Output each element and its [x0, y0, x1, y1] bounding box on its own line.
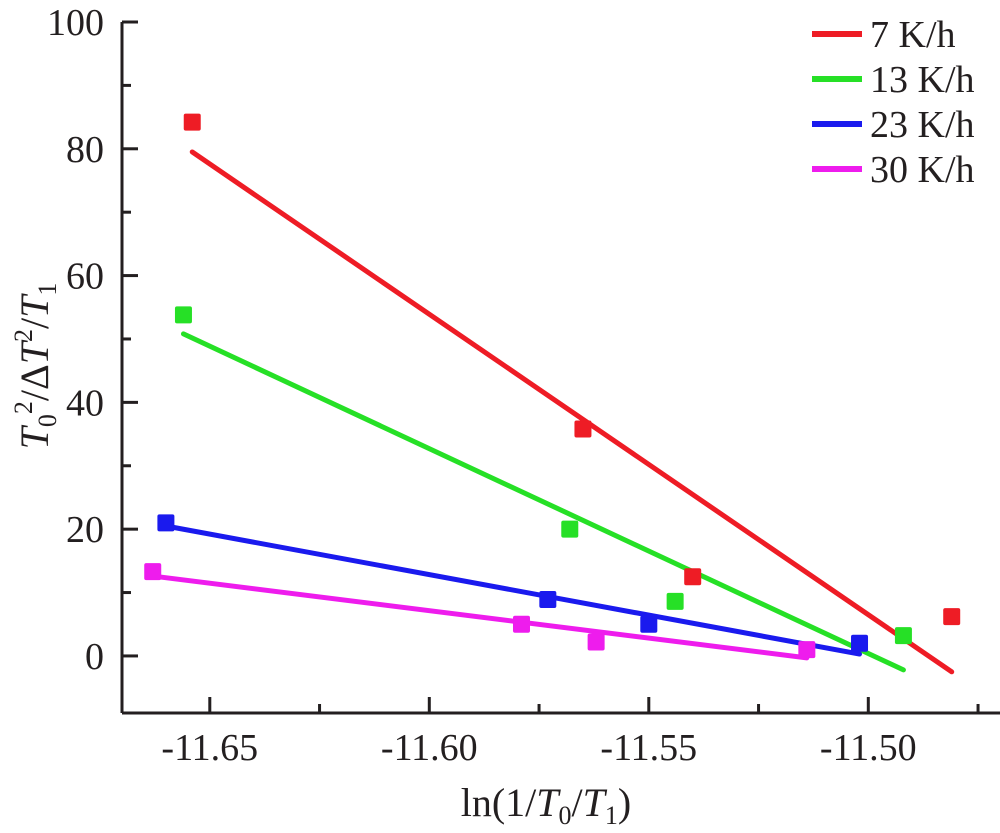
data-point	[144, 563, 162, 581]
data-point	[561, 520, 579, 538]
x-axis-ticks: -11.65 -11.60 -11.55 -11.50	[161, 697, 980, 769]
y-tick-label: 80	[66, 129, 104, 171]
data-point	[539, 591, 557, 609]
x-tick-label: -11.55	[600, 727, 697, 769]
legend-label: 7 K/h	[870, 14, 956, 56]
x-tick-label: -11.50	[820, 727, 917, 769]
data-point	[574, 420, 592, 438]
data-point	[666, 592, 684, 610]
y-tick-label: 0	[85, 636, 104, 678]
data-point	[851, 634, 869, 652]
x-tick-label: -11.65	[161, 727, 258, 769]
y-axis-title: T02/ΔT2/T1	[9, 283, 62, 450]
data-markers	[144, 113, 961, 659]
data-point	[943, 608, 961, 626]
data-point	[640, 615, 658, 633]
data-point	[183, 113, 201, 131]
plot-frame	[120, 22, 1000, 715]
fit-line-0	[189, 149, 955, 675]
x-axis-title: ln(1/T0/T1)	[461, 780, 632, 830]
y-tick-label: 60	[66, 256, 104, 298]
legend-label: 30 K/h	[870, 149, 975, 191]
data-point	[684, 568, 702, 586]
legend-label: 13 K/h	[870, 59, 975, 101]
x-tick-label: -11.60	[381, 727, 478, 769]
data-point	[894, 627, 912, 645]
fit-line-1	[180, 331, 906, 673]
data-point	[174, 306, 192, 324]
y-tick-label: 100	[47, 2, 104, 44]
data-point	[157, 514, 175, 532]
y-tick-label: 40	[66, 382, 104, 424]
legend: 7 K/h13 K/h23 K/h30 K/h	[812, 14, 975, 191]
data-point	[587, 633, 605, 651]
data-point	[798, 641, 816, 659]
fit-lines	[150, 149, 955, 675]
legend-label: 23 K/h	[870, 104, 975, 146]
y-axis-ticks: 0 20 40 60 80 100	[47, 2, 138, 678]
data-point	[512, 615, 530, 633]
y-tick-label: 20	[66, 509, 104, 551]
fit-line-3	[150, 573, 810, 661]
fit-line-2	[163, 523, 863, 657]
